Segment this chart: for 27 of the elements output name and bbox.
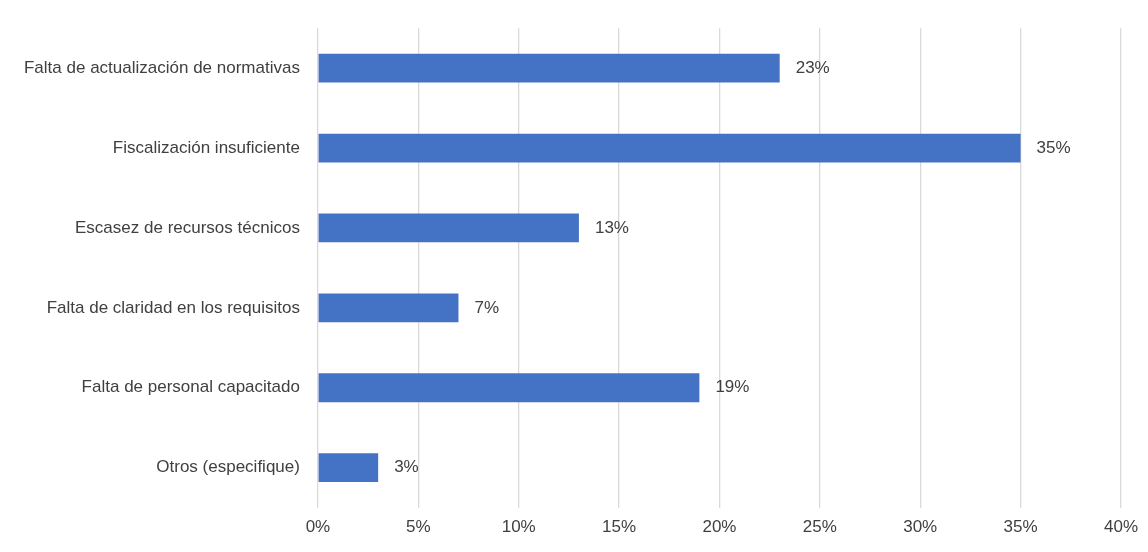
y-tick-label: Escasez de recursos técnicos <box>75 217 300 237</box>
y-tick-label: Falta de claridad en los requisitos <box>46 297 300 317</box>
data-label: 3% <box>394 457 419 477</box>
x-tick-label: 0% <box>305 517 331 537</box>
data-label: 19% <box>715 377 750 397</box>
data-label: 13% <box>594 217 629 237</box>
x-tick-label: 10% <box>501 517 536 537</box>
bar <box>318 453 379 483</box>
x-tick-label: 30% <box>903 517 938 537</box>
x-tick-label: 15% <box>602 517 637 537</box>
data-label: 35% <box>1036 137 1071 157</box>
x-tick-label: 20% <box>702 517 737 537</box>
x-tick-label: 25% <box>802 517 837 537</box>
bar <box>318 373 700 403</box>
x-tick-label: 40% <box>1103 517 1138 537</box>
y-tick-label: Falta de actualización de normativas <box>23 57 300 77</box>
bar <box>318 213 579 243</box>
y-tick-label: Fiscalización insuficiente <box>112 137 300 157</box>
bar <box>318 53 780 83</box>
data-label: 23% <box>795 57 830 77</box>
x-tick-label: 35% <box>1003 517 1038 537</box>
x-tick-label: 5% <box>406 517 431 537</box>
bar <box>318 293 459 323</box>
data-label: 7% <box>474 297 500 317</box>
y-tick-label: Falta de personal capacitado <box>81 377 300 397</box>
y-tick-label: Otros (especifique) <box>156 457 300 477</box>
bar <box>318 133 1021 163</box>
